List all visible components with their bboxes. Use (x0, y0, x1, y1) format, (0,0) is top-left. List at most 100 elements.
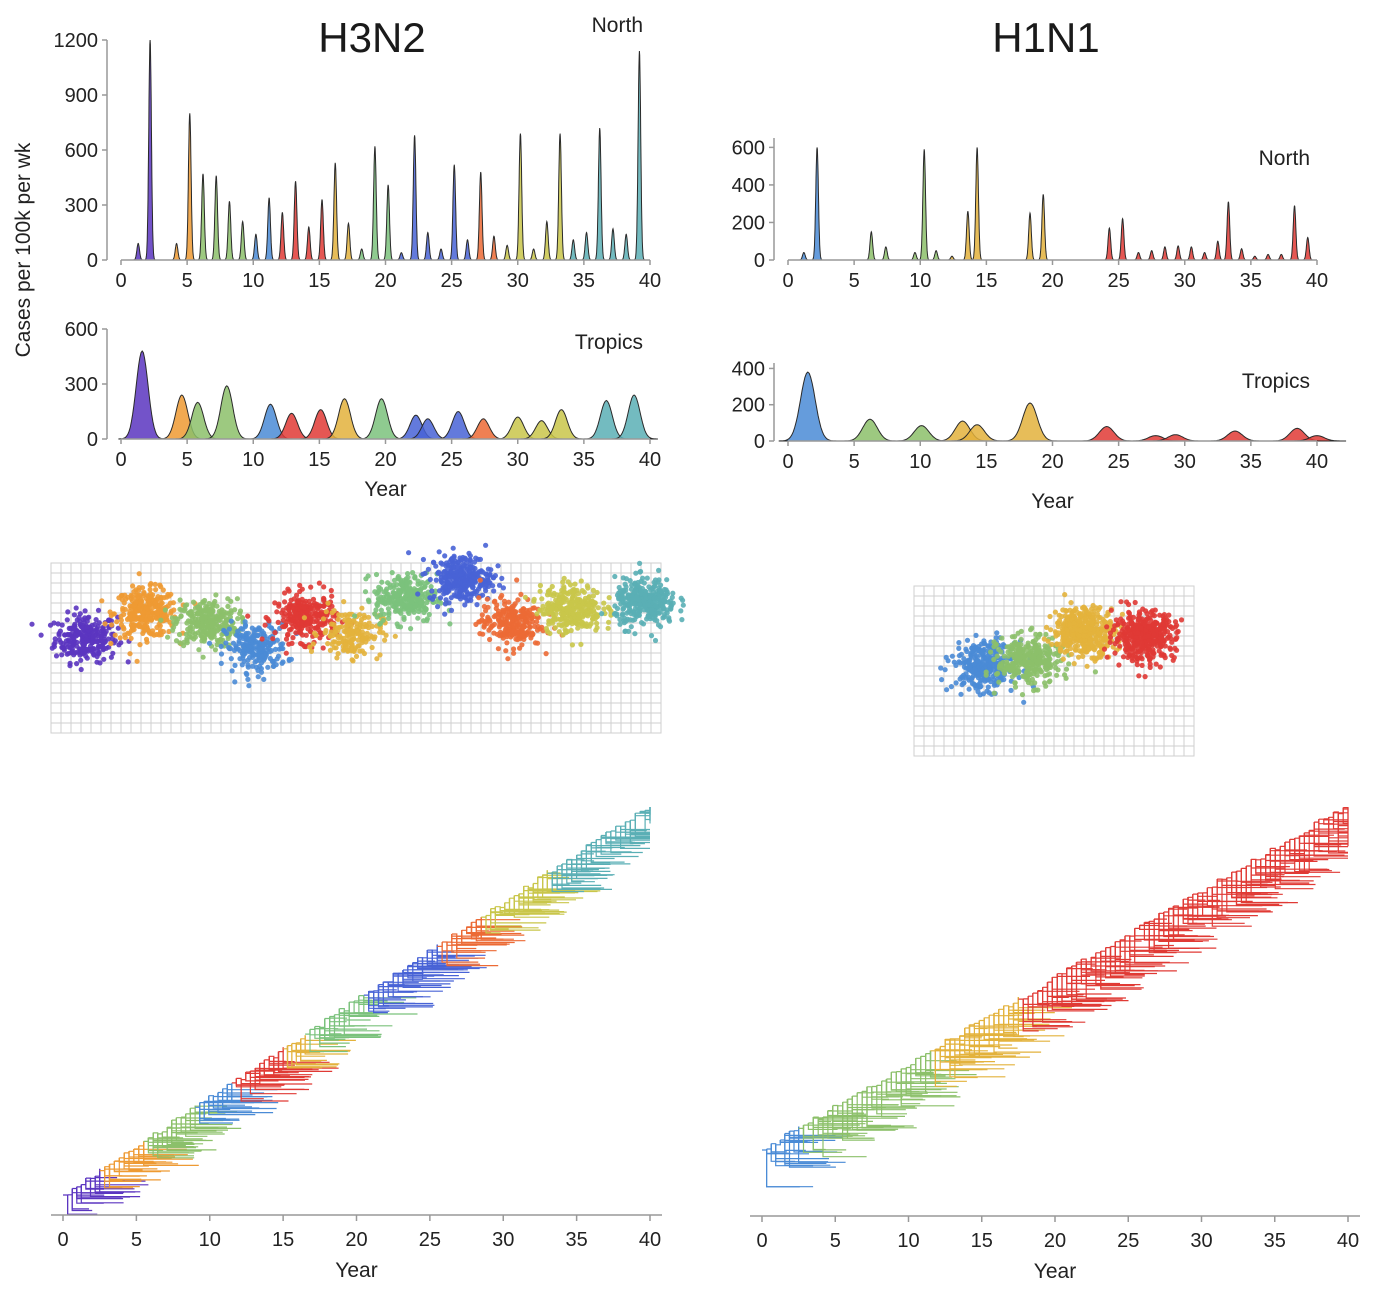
h3n2_antigenic_map-point (200, 654, 206, 660)
h1n1_north-peak-17 (1172, 245, 1184, 261)
h1n1_antigenic_map-point (1063, 608, 1070, 614)
h3n2_phylogeny-trunk (167, 1120, 173, 1128)
h1n1_antigenic_map-point (1047, 656, 1053, 662)
h3n2_antigenic_map-point (621, 618, 627, 624)
h3n2_antigenic_map-point (476, 595, 482, 601)
h3n2_antigenic_map-point (443, 597, 449, 603)
h1n1_antigenic_map-point (945, 658, 951, 664)
h1n1_antigenic_map-point (1055, 667, 1061, 673)
h3n2_antigenic_map-point (436, 569, 442, 575)
h3n2_antigenic_map-point (622, 581, 628, 587)
h1n1_north-peak-16 (1159, 246, 1171, 261)
h3n2_antigenic_map-point (575, 611, 581, 618)
h3n2_antigenic_map-point (557, 604, 564, 610)
h3n2_antigenic_map-point (652, 598, 658, 605)
h3n2_antigenic_map-point (506, 599, 512, 605)
h3n2_antigenic_map-point (531, 598, 537, 604)
h3n2_antigenic_map-point (59, 652, 65, 658)
h1n1_antigenic_map-point (1037, 631, 1043, 638)
h3n2_antigenic_map-point (346, 611, 352, 617)
h3n2_antigenic_map-point (133, 608, 139, 614)
h1n1_antigenic_map-point (1157, 626, 1163, 632)
h3n2_antigenic_map-point (144, 610, 151, 616)
h3n2_antigenic_map-point (556, 629, 562, 635)
h3n2_antigenic_map-point (570, 611, 576, 617)
h3n2_antigenic_map-point (477, 631, 483, 637)
h1n1_antigenic_map-point (1091, 647, 1098, 653)
h3n2_antigenic_map-point (484, 596, 490, 602)
h3n2_north-peak-17 (369, 146, 381, 261)
h3n2_phylogeny-branch (240, 1079, 289, 1102)
h1n1_antigenic_map-point (1130, 625, 1136, 631)
h1n1_antigenic_map-point (1005, 664, 1011, 670)
h3n2_antigenic_map-point (298, 640, 304, 647)
h1n1_antigenic_map-point (988, 649, 994, 655)
h3n2_antigenic_map-point (228, 618, 234, 624)
h3n2_antigenic_map-point (667, 598, 674, 604)
h3n2_antigenic_map-point (78, 657, 84, 663)
h3n2_antigenic_map-point (130, 623, 136, 630)
h3n2_antigenic_map-point (295, 619, 301, 625)
h3n2_antigenic_map-point (342, 642, 348, 648)
h3n2_antigenic_map-point (121, 626, 127, 632)
h3n2_antigenic_map-point (56, 630, 62, 637)
h1n1_antigenic_map-point (1063, 666, 1070, 672)
h1n1_antigenic_map-point (1045, 661, 1051, 667)
h1n1_antigenic_map-point (1066, 661, 1072, 667)
h1n1_antigenic_map-point (1112, 650, 1118, 656)
h3n2_antigenic_map-point (427, 595, 433, 601)
h3n2_antigenic_map-point (643, 589, 649, 595)
h3n2_antigenic_map-point (466, 597, 472, 603)
h3n2_north-peak-33 (581, 231, 592, 261)
h3n2_phylogeny-trunk (143, 1137, 149, 1142)
h3n2_antigenic_map-point (128, 595, 134, 602)
h3n2_tropics-peak-8 (357, 398, 406, 440)
h1n1_north-peak-8 (962, 211, 974, 261)
h3n2_north-xtick-2: 10 (242, 270, 264, 292)
h3n2_antigenic_map-point (331, 645, 337, 651)
h3n2_antigenic_map-point (316, 580, 322, 586)
h3n2_antigenic_map-point (396, 588, 402, 594)
h3n2_phylogeny-trunk (190, 1105, 196, 1109)
h3n2_antigenic_map-point (232, 607, 238, 613)
h3n2_antigenic_map-point (305, 608, 311, 614)
h3n2_antigenic_map-point (412, 575, 418, 581)
h1n1_antigenic_map-point (1140, 606, 1146, 612)
h1n1_antigenic_map-point (964, 648, 970, 655)
h3n2_antigenic_map-point (257, 626, 263, 632)
h1n1_north-xtick-5: 25 (1108, 270, 1130, 292)
h3n2_antigenic_map-point (299, 586, 305, 592)
h3n2_antigenic_map-point (59, 622, 65, 628)
h3n2_antigenic_map-point (355, 637, 361, 643)
h3n2_phylogeny-trunk (162, 1127, 168, 1133)
h3n2_antigenic_map-point (486, 572, 493, 578)
h3n2_antigenic_map-point (206, 640, 213, 646)
h3n2_antigenic_map-point (486, 579, 492, 586)
h3n2_antigenic_map-point (561, 599, 567, 605)
h3n2_phylogeny-trunk (199, 1101, 205, 1104)
h3n2_antigenic_map-point (184, 602, 190, 608)
h3n2_antigenic_map-point (160, 629, 166, 635)
h3n2_antigenic_map-point (612, 573, 618, 580)
h1n1_north-peak-3 (880, 246, 892, 261)
h3n2_antigenic_map-point (481, 624, 487, 630)
h3n2_antigenic_map-point (534, 619, 540, 625)
h3n2_north-peak-25 (475, 171, 487, 261)
h3n2_antigenic_map-point (164, 594, 170, 600)
h1n1_north-region-label: North (1259, 147, 1310, 170)
h3n2_phylogeny-trunk (185, 1108, 191, 1115)
h1n1_antigenic_map-point (1071, 607, 1078, 613)
h3n2_antigenic_map-point (339, 612, 345, 619)
h3n2_antigenic_map-point (86, 614, 92, 620)
h3n2_antigenic_map-point (499, 575, 505, 582)
h3n2_antigenic_map-point (652, 583, 658, 589)
h1n1_antigenic_map-point (1169, 625, 1175, 632)
h3n2_phylogeny-trunk (213, 1092, 219, 1098)
h3n2_antigenic_map-point (239, 650, 245, 657)
h3n2_antigenic_map-point (638, 590, 644, 597)
h1n1_antigenic_map-point (1080, 653, 1086, 660)
h3n2_phylogeny-trunk (245, 1071, 251, 1073)
h3n2_antigenic_map-point (504, 606, 510, 612)
h3n2_antigenic_map-point (118, 613, 124, 620)
h1n1_antigenic_map-point (1134, 662, 1140, 668)
